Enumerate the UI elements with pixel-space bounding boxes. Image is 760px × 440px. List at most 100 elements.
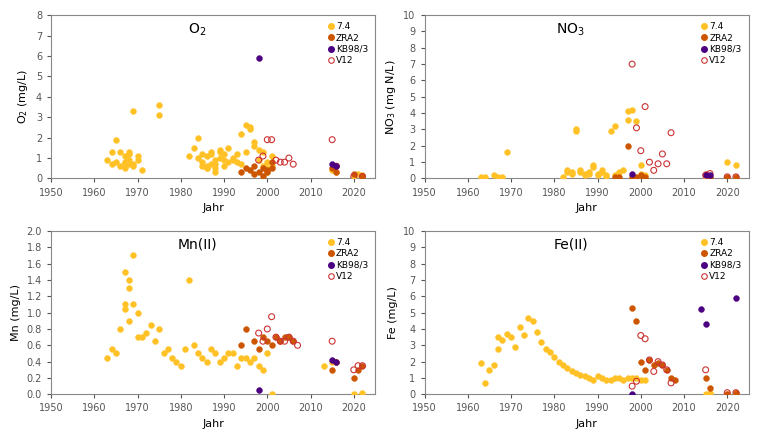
Point <box>278 337 290 345</box>
Point <box>347 171 359 178</box>
Point <box>596 167 608 174</box>
Point <box>565 169 578 176</box>
Point <box>331 358 343 365</box>
Point <box>665 379 677 386</box>
Point <box>622 116 634 123</box>
Point <box>183 276 195 283</box>
Point <box>175 362 187 369</box>
Point <box>574 371 586 378</box>
Point <box>591 373 603 380</box>
Point <box>583 169 595 176</box>
Point <box>261 136 274 143</box>
Point <box>644 158 656 165</box>
Point <box>205 150 217 158</box>
X-axis label: Jahr: Jahr <box>576 419 597 429</box>
Point <box>626 61 638 68</box>
Point <box>119 305 131 312</box>
Point <box>162 346 174 353</box>
Point <box>609 123 621 130</box>
Point <box>699 172 711 179</box>
Point <box>570 128 582 135</box>
Point <box>261 169 274 176</box>
Point <box>730 162 742 169</box>
Point <box>249 337 261 345</box>
Point <box>596 169 608 176</box>
Point <box>565 368 578 375</box>
Point <box>252 387 264 394</box>
Point <box>183 153 195 160</box>
Point <box>179 346 192 353</box>
Point <box>196 158 208 165</box>
Point <box>114 326 126 333</box>
Point <box>283 154 295 161</box>
Point <box>244 124 256 131</box>
Point <box>318 362 330 369</box>
Point <box>596 374 608 381</box>
Point <box>249 171 261 178</box>
Point <box>644 356 656 363</box>
Point <box>704 170 716 177</box>
Point <box>209 165 221 172</box>
Point <box>660 160 673 167</box>
Point <box>630 374 642 381</box>
Point <box>475 360 487 367</box>
Point <box>252 55 264 62</box>
Point <box>704 172 716 179</box>
Point <box>622 108 634 115</box>
Point <box>699 374 711 381</box>
Y-axis label: Fe (mg/L): Fe (mg/L) <box>388 286 397 339</box>
Point <box>214 148 226 155</box>
Point <box>509 343 521 350</box>
Point <box>222 158 234 165</box>
Point <box>106 346 118 353</box>
Point <box>635 162 647 169</box>
Point <box>574 167 586 174</box>
Point <box>196 150 208 158</box>
Point <box>239 354 252 361</box>
Point <box>188 342 200 349</box>
Point <box>261 158 274 165</box>
Point <box>501 149 513 156</box>
Point <box>265 342 277 349</box>
Point <box>331 169 343 176</box>
Point <box>730 390 742 397</box>
Point <box>699 173 711 180</box>
Point <box>265 313 277 320</box>
Point <box>265 136 277 143</box>
Point <box>214 358 226 365</box>
Point <box>535 338 547 345</box>
Point <box>201 163 213 170</box>
Point <box>583 374 595 381</box>
Point <box>609 172 621 179</box>
Point <box>218 150 230 158</box>
Point <box>278 334 290 341</box>
Point <box>347 173 359 180</box>
Point <box>106 148 118 155</box>
Point <box>274 337 287 345</box>
Point <box>613 173 625 180</box>
Point <box>622 374 634 381</box>
Point <box>721 158 733 165</box>
Point <box>123 150 135 158</box>
Point <box>565 170 578 177</box>
Point <box>626 173 638 180</box>
Point <box>648 361 660 368</box>
Point <box>239 326 252 333</box>
Point <box>252 169 264 176</box>
Point <box>561 167 573 174</box>
Point <box>657 361 669 368</box>
Point <box>119 165 131 172</box>
Point <box>249 138 261 145</box>
Point <box>639 335 651 342</box>
Point <box>257 148 269 155</box>
Point <box>257 153 269 160</box>
Point <box>239 122 252 129</box>
Point <box>127 252 139 259</box>
Point <box>635 172 647 179</box>
Point <box>587 164 600 171</box>
Point <box>201 358 213 365</box>
Point <box>609 173 621 180</box>
Point <box>639 376 651 383</box>
Point <box>492 173 504 180</box>
Point <box>331 169 343 176</box>
